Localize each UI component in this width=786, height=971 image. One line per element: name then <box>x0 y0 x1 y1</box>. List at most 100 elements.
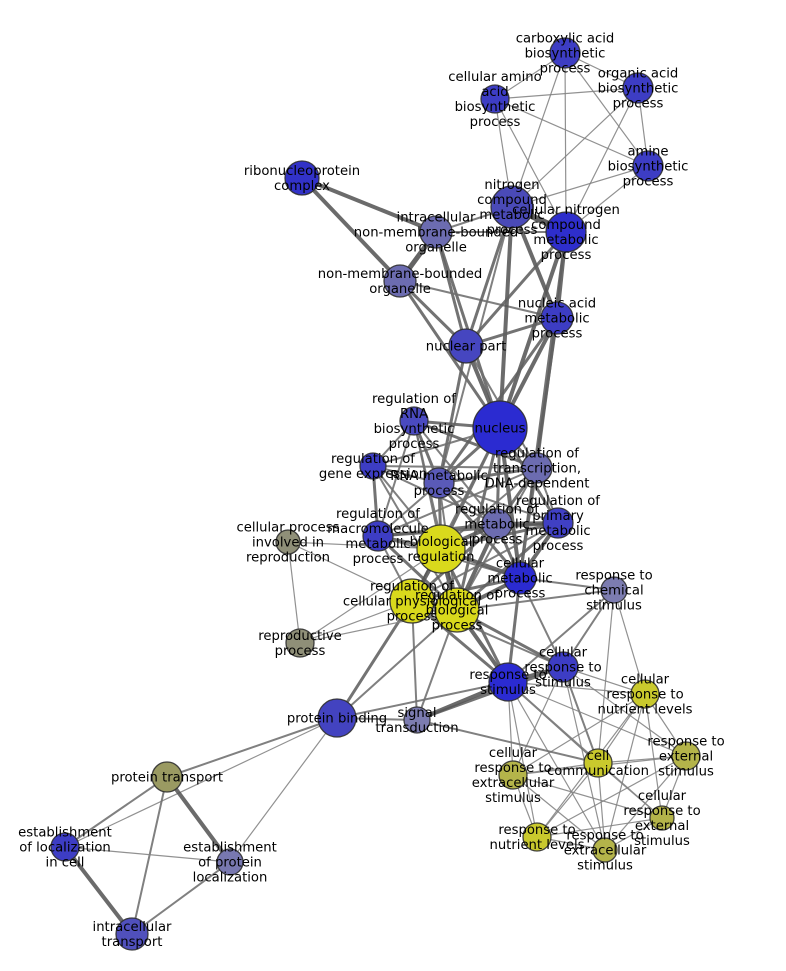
node-regulation-of-cellular-physiological-process[interactable] <box>389 578 435 624</box>
edge-cellular-nitrogen-compound-metabolic-process--nuclear-part <box>464 230 568 348</box>
edge-cellular-response-to-extracellular-stimulus--cellular-response-to-external-stimulus <box>512 774 663 819</box>
node-label-regulation-of-rna-biosynthetic-process: regulation of RNA biosynthetic process <box>372 392 456 452</box>
edge-cellular-response-to-stimulus--cellular-response-to-extracellular-stimulus <box>512 666 564 776</box>
node-protein-binding[interactable] <box>317 698 357 738</box>
node-label-response-to-nutrient-levels: response to nutrient levels <box>489 823 584 853</box>
node-intracellular-non-membrane-bounded-organelle[interactable] <box>419 215 453 249</box>
node-cellular-response-to-extracellular-stimulus[interactable] <box>498 760 528 790</box>
edge-cellular-amino-acid-biosynthetic-process--cellular-nitrogen-compound-metabolic-process <box>494 98 567 233</box>
edge-regulation-of-transcription-dna-dependent--regulation-of-macromolecule-metabolic-process <box>377 467 538 537</box>
node-non-membrane-bounded-organelle[interactable] <box>383 264 417 298</box>
node-response-to-stimulus[interactable] <box>488 662 528 702</box>
edge-response-to-stimulus--protein-binding <box>336 681 509 719</box>
node-cellular-nitrogen-compound-metabolic-process[interactable] <box>545 211 587 253</box>
node-label-cellular-response-to-nutrient-levels: cellular response to nutrient levels <box>597 673 692 718</box>
edge-non-membrane-bounded-organelle--nucleic-acid-metabolic-process <box>399 280 558 319</box>
edge-nitrogen-compound-metabolic-process--nucleus <box>498 205 514 430</box>
edge-response-to-chemical-stimulus--response-to-stimulus <box>507 589 615 683</box>
node-carboxylic-acid-biosynthetic-process[interactable] <box>549 37 581 69</box>
node-amine-biosynthetic-process[interactable] <box>632 150 664 182</box>
edge-regulation-of-biological-process--response-to-chemical-stimulus <box>456 589 615 611</box>
node-ribonucleoprotein-complex[interactable] <box>284 160 320 196</box>
edge-cellular-amino-acid-biosynthetic-process--amine-biosynthetic-process <box>494 98 649 167</box>
edge-protein-binding--establishment-of-localization-in-cell <box>64 717 338 848</box>
node-label-organic-acid-biosynthetic-process: organic acid biosynthetic process <box>598 67 679 112</box>
node-signal-transduction[interactable] <box>403 706 431 734</box>
node-establishment-of-protein-localization[interactable] <box>216 848 244 876</box>
edge-cellular-response-to-stimulus--cell-communication <box>562 666 599 764</box>
edge-cellular-nitrogen-compound-metabolic-process--nucleus <box>498 230 568 430</box>
node-cellular-response-to-stimulus[interactable] <box>547 651 579 683</box>
node-label-response-to-external-stimulus: response to external stimulus <box>647 735 724 780</box>
node-cellular-process-involved-in-reproduction[interactable] <box>275 529 301 555</box>
node-regulation-of-transcription-dna-dependent[interactable] <box>521 452 553 484</box>
node-nuclear-part[interactable] <box>448 328 484 364</box>
node-establishment-of-localization-in-cell[interactable] <box>50 832 80 862</box>
node-label-intracellular-non-membrane-bounded-organelle: intracellular non-membrane-bounded organel… <box>354 211 518 256</box>
edge-protein-transport--establishment-of-protein-localization <box>165 775 232 864</box>
edge-response-to-chemical-stimulus--cell-communication <box>597 589 615 764</box>
node-cellular-metabolic-process[interactable] <box>503 561 537 595</box>
edge-response-to-stimulus--response-to-extracellular-stimulus <box>507 681 606 851</box>
node-label-cellular-response-to-stimulus: cellular response to stimulus <box>524 646 601 691</box>
edge-cellular-response-to-nutrient-levels--cellular-response-to-extracellular-stimulus <box>512 693 646 776</box>
edge-ribonucleoprotein-complex--non-membrane-bounded-organelle <box>300 176 402 283</box>
node-cellular-amino-acid-biosynthetic-process[interactable] <box>480 84 510 114</box>
node-label-intracellular-transport: intracellular transport <box>93 920 172 950</box>
node-protein-transport[interactable] <box>151 761 183 793</box>
node-label-establishment-of-protein-localization: establishment of protein localization <box>183 841 277 886</box>
edge-response-to-external-stimulus--response-to-extracellular-stimulus <box>604 755 687 851</box>
node-label-cellular-nitrogen-compound-metabolic-process: cellular nitrogen compound metabolic proces… <box>512 203 620 263</box>
edge-regulation-of-gene-expression--regulation-of-transcription-dna-dependent <box>372 465 538 469</box>
node-regulation-of-biological-process[interactable] <box>434 587 480 633</box>
node-response-to-nutrient-levels[interactable] <box>522 822 552 852</box>
node-label-regulation-of-primary-metabolic-process: regulation of primary metabolic process <box>516 494 600 554</box>
edge-regulation-of-gene-expression--regulation-of-biological-process <box>372 465 458 611</box>
node-label-cell-communication: cell communication <box>547 749 649 779</box>
edge-response-to-stimulus--response-to-external-stimulus <box>507 681 687 757</box>
node-label-non-membrane-bounded-organelle: non-membrane-bounded organelle <box>318 267 482 297</box>
node-cellular-response-to-external-stimulus[interactable] <box>649 805 675 831</box>
node-nucleus[interactable] <box>472 400 528 456</box>
node-label-cellular-response-to-extracellular-stimulus: cellular response to extracellular stimulus <box>472 746 555 806</box>
node-nucleic-acid-metabolic-process[interactable] <box>540 301 574 335</box>
edge-cellular-process-involved-in-reproduction--reproductive-process <box>287 541 301 644</box>
edge-regulation-of-biological-process--protein-binding <box>336 609 458 719</box>
node-response-to-extracellular-stimulus[interactable] <box>592 837 618 863</box>
edge-ribonucleoprotein-complex--intracellular-non-membrane-bounded-organelle <box>300 176 438 234</box>
node-reproductive-process[interactable] <box>285 628 315 658</box>
edge-establishment-of-protein-localization--intracellular-transport <box>131 861 231 935</box>
node-label-nucleus: nucleus <box>475 422 526 437</box>
node-label-amine-biosynthetic-process: amine biosynthetic process <box>608 145 689 190</box>
edge-cellular-response-to-stimulus--response-to-external-stimulus <box>562 666 687 757</box>
node-regulation-of-primary-metabolic-process[interactable] <box>542 507 574 539</box>
edge-regulation-of-biological-process--reproductive-process <box>299 609 458 644</box>
edge-response-to-chemical-stimulus--cellular-response-to-nutrient-levels <box>613 589 646 695</box>
node-regulation-of-rna-biosynthetic-process[interactable] <box>399 406 429 436</box>
node-regulation-of-gene-expression[interactable] <box>359 452 387 480</box>
node-regulation-of-metabolic-process[interactable] <box>481 508 513 540</box>
node-response-to-chemical-stimulus[interactable] <box>600 576 628 604</box>
node-label-carboxylic-acid-biosynthetic-process: carboxylic acid biosynthetic process <box>516 32 615 77</box>
node-cellular-response-to-nutrient-levels[interactable] <box>630 679 660 709</box>
node-rna-metabolic-process[interactable] <box>423 467 455 499</box>
node-organic-acid-biosynthetic-process[interactable] <box>622 72 654 104</box>
edge-carboxylic-acid-biosynthetic-process--cellular-nitrogen-compound-metabolic-process <box>564 52 567 233</box>
node-label-regulation-of-metabolic-process: regulation of metabolic process <box>455 503 539 548</box>
node-label-nitrogen-compound-metabolic-process: nitrogen compound metabolic process <box>477 178 547 238</box>
edge-biological-regulation--reproductive-process <box>299 548 442 644</box>
edge-cellular-response-to-nutrient-levels--cellular-response-to-external-stimulus <box>644 693 663 819</box>
node-response-to-external-stimulus[interactable] <box>671 741 701 771</box>
edge-regulation-of-rna-biosynthetic-process--regulation-of-metabolic-process <box>413 420 498 525</box>
node-label-response-to-extracellular-stimulus: response to extracellular stimulus <box>564 829 647 874</box>
node-cell-communication[interactable] <box>583 748 613 778</box>
node-label-response-to-chemical-stimulus: response to chemical stimulus <box>575 569 652 614</box>
edge-response-to-stimulus--response-to-nutrient-levels <box>507 681 538 838</box>
node-label-nuclear-part: nuclear part <box>426 340 506 355</box>
node-nitrogen-compound-metabolic-process[interactable] <box>490 185 534 229</box>
node-biological-regulation[interactable] <box>416 524 466 574</box>
node-intracellular-transport[interactable] <box>115 917 149 951</box>
edge-rna-metabolic-process--regulation-of-transcription-dna-dependent <box>437 466 539 485</box>
edge-establishment-of-localization-in-cell--intracellular-transport <box>63 845 134 936</box>
node-regulation-of-macromolecule-metabolic-process[interactable] <box>362 520 394 552</box>
